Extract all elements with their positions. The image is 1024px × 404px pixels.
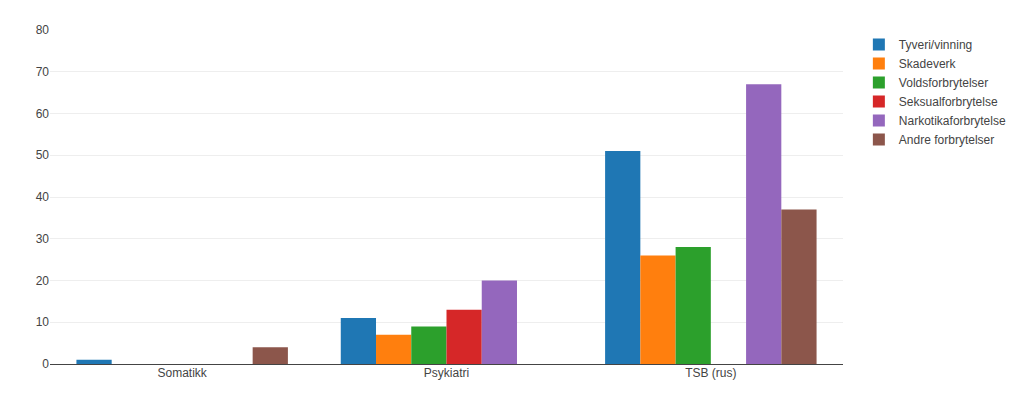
svg-text:Psykiatri: Psykiatri (424, 366, 469, 380)
svg-text:Voldsforbrytelser: Voldsforbrytelser (899, 76, 988, 90)
svg-text:Skadeverk: Skadeverk (899, 57, 957, 71)
svg-text:30: 30 (36, 232, 50, 246)
svg-text:40: 40 (36, 190, 50, 204)
svg-text:TSB (rus): TSB (rus) (685, 366, 736, 380)
svg-text:20: 20 (36, 274, 50, 288)
svg-text:60: 60 (36, 107, 50, 121)
svg-text:50: 50 (36, 148, 50, 162)
svg-text:Seksualforbrytelse: Seksualforbrytelse (899, 95, 998, 109)
svg-text:10: 10 (36, 315, 50, 329)
svg-text:Narkotikaforbrytelse: Narkotikaforbrytelse (899, 114, 1006, 128)
svg-text:Tyveri/vinning: Tyveri/vinning (899, 38, 972, 52)
svg-text:Somatikk: Somatikk (157, 366, 207, 380)
svg-text:70: 70 (36, 65, 50, 79)
svg-text:Andre forbrytelser: Andre forbrytelser (899, 133, 994, 147)
svg-text:80: 80 (36, 23, 50, 37)
svg-text:0: 0 (42, 357, 49, 371)
